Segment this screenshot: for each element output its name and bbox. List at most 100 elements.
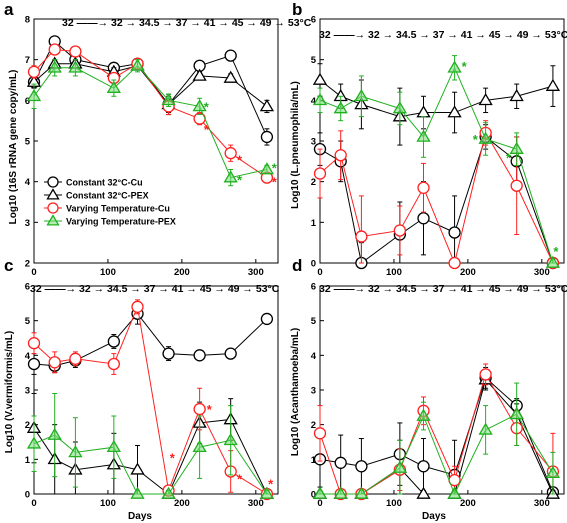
data-point bbox=[260, 130, 274, 144]
data-point bbox=[447, 105, 462, 118]
data-point bbox=[106, 439, 121, 453]
data-point bbox=[192, 439, 207, 453]
panel-c-xlabel: Days bbox=[128, 511, 152, 522]
panel-b-series-constant-32-c-pex bbox=[312, 63, 561, 146]
data-point bbox=[26, 436, 42, 449]
legend-marker bbox=[47, 202, 59, 214]
panel-c-significance-star: * bbox=[207, 402, 213, 417]
panel-d-series-varying-temperature-cu bbox=[313, 363, 560, 501]
panel-a-ytick-label: 4 bbox=[25, 177, 31, 188]
panel-d-xtick-label: 200 bbox=[460, 498, 476, 509]
data-point bbox=[161, 486, 176, 499]
data-point bbox=[334, 149, 347, 162]
panel-a-significance-star: * bbox=[204, 122, 210, 137]
legend-label: Varying Temperature-PEX bbox=[66, 217, 176, 227]
data-point bbox=[312, 93, 328, 106]
data-point bbox=[354, 88, 369, 102]
data-point bbox=[224, 347, 237, 360]
panel-d-ytick-label: 0 bbox=[311, 490, 316, 501]
data-point bbox=[392, 101, 407, 114]
series-line bbox=[319, 376, 554, 493]
data-point bbox=[354, 486, 369, 499]
series-line bbox=[33, 63, 268, 107]
panel-c-series-constant-32-c-cu bbox=[27, 302, 274, 375]
data-point bbox=[69, 352, 82, 365]
data-point bbox=[223, 170, 238, 183]
panel-d-letter: d bbox=[292, 256, 302, 275]
data-point bbox=[47, 427, 62, 440]
panel-a-significance-star: * bbox=[237, 152, 243, 167]
panel-b-temperature-sequence: 32 ——→ 32 → 34.5 → 37 → 41 → 45 → 49 → 5… bbox=[319, 29, 567, 41]
panel-a-series-constant-32-c-pex bbox=[26, 56, 275, 114]
panel-b-ytick-label: 3 bbox=[311, 137, 316, 148]
panel-d-series-constant-32-c-cu bbox=[313, 366, 560, 499]
panel-d-xtick-label: 0 bbox=[317, 498, 322, 509]
panel-a-xtick-label: 300 bbox=[248, 267, 264, 278]
data-point bbox=[192, 99, 207, 112]
panel-a-ytick-label: 5 bbox=[25, 137, 31, 148]
panel-a-xtick-label: 200 bbox=[174, 267, 190, 278]
legend-marker bbox=[47, 176, 59, 188]
data-point bbox=[478, 131, 493, 144]
panel-b-ytick-label: 6 bbox=[311, 15, 316, 26]
panel-a-ytick-label: 8 bbox=[25, 15, 30, 26]
panel-d-series-constant-32-c-pex bbox=[312, 368, 561, 499]
data-point bbox=[392, 460, 407, 473]
data-point bbox=[355, 460, 368, 473]
data-point bbox=[355, 230, 368, 243]
data-point bbox=[130, 58, 145, 71]
data-point bbox=[68, 60, 83, 73]
data-point bbox=[417, 460, 430, 473]
panel-a-series-varying-temperature-cu bbox=[27, 43, 274, 184]
data-point bbox=[334, 456, 347, 469]
data-point bbox=[106, 80, 121, 93]
panel-b: b 32 ——→ 32 → 34.5 → 37 → 41 → 45 → 49 →… bbox=[290, 0, 567, 278]
data-point bbox=[313, 167, 327, 180]
data-point bbox=[545, 78, 561, 91]
panel-b-xtick-label: 200 bbox=[460, 267, 476, 278]
panel-d: d 32 ——→ 32 → 34.5 → 37 → 41 → 45 → 49 →… bbox=[290, 256, 567, 522]
data-point bbox=[162, 347, 175, 360]
legend: Constant 32°C-Cu Constant 32°C-PEX Varying… bbox=[44, 176, 176, 227]
panel-b-ytick-label: 5 bbox=[311, 55, 317, 66]
panel-c: c 32 ——→ 32 → 34.5 → 37 → 41 → 45 → 49 →… bbox=[4, 256, 280, 522]
panel-a-ytick-label: 7 bbox=[25, 55, 30, 66]
data-point bbox=[478, 422, 493, 435]
panel-c-temperature-sequence: 32 ——→ 32 → 34.5 → 37 → 41 → 45 → 49 → 5… bbox=[30, 283, 280, 295]
panel-c-significance-star: * bbox=[268, 477, 274, 492]
data-point bbox=[447, 60, 462, 73]
panel-a-significance-star: * bbox=[272, 175, 278, 190]
panel-c-ytick-label: 0 bbox=[25, 490, 30, 501]
panel-c-xtick-label: 0 bbox=[31, 498, 36, 509]
panel-c-series-varying-temperature-cu bbox=[27, 299, 274, 501]
data-point bbox=[510, 179, 523, 192]
data-point bbox=[509, 88, 524, 102]
data-point bbox=[47, 60, 62, 73]
panel-b-series-varying-temperature-pex bbox=[312, 55, 561, 268]
data-point bbox=[478, 93, 493, 106]
panel-a-significance-star: * bbox=[272, 160, 278, 175]
data-point bbox=[259, 162, 275, 175]
data-point bbox=[131, 300, 144, 313]
panel-a: a 32 ——→ 32 → 34.5 → 37 → 41 → 45 → 49 →… bbox=[4, 0, 312, 278]
panel-b-xtick-label: 300 bbox=[534, 267, 550, 278]
panel-b-xtick-label: 100 bbox=[386, 267, 402, 278]
data-point bbox=[68, 445, 83, 458]
legend-label: Constant 32°C-PEX bbox=[66, 191, 149, 201]
panel-d-xlabel: Days bbox=[422, 511, 446, 522]
panel-d-ytick-label: 5 bbox=[311, 316, 317, 327]
data-point bbox=[130, 462, 145, 475]
data-point bbox=[545, 255, 561, 268]
panel-a-letter: a bbox=[4, 0, 14, 19]
panel-d-series-varying-temperature-pex bbox=[312, 382, 561, 499]
data-point bbox=[333, 101, 348, 114]
panel-a-ylabel: Log10 (16S rRNA gene copy/mL) bbox=[8, 70, 19, 225]
panel-d-ytick-label: 1 bbox=[311, 455, 317, 466]
data-point bbox=[48, 356, 61, 369]
panel-a-significance-star: * bbox=[204, 99, 210, 114]
panel-c-significance-star: * bbox=[237, 471, 243, 486]
panel-a-ytick-label: 2 bbox=[25, 259, 30, 270]
data-point bbox=[223, 432, 238, 446]
data-point bbox=[161, 93, 176, 106]
legend-marker bbox=[46, 188, 60, 200]
